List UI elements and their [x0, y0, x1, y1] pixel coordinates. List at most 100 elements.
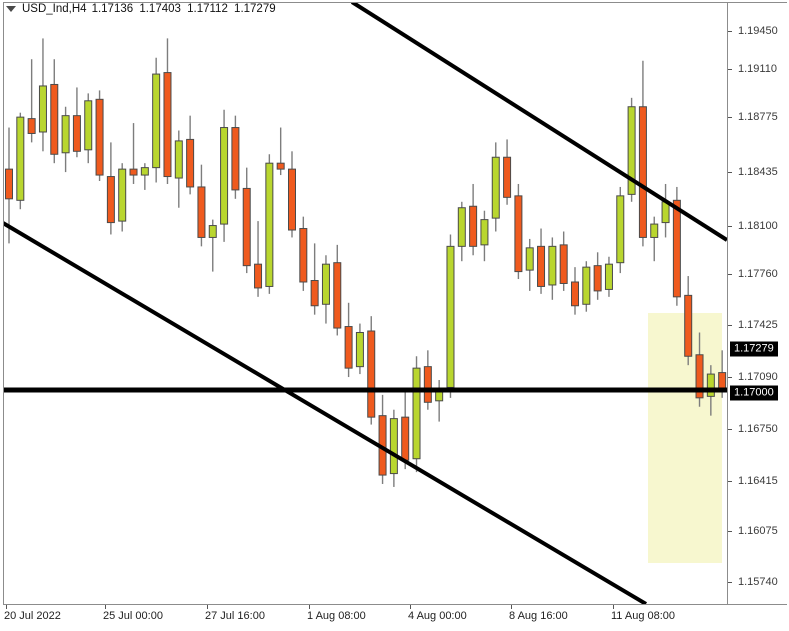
price-axis-line [727, 2, 728, 605]
candlestick[interactable] [140, 163, 149, 190]
candlestick[interactable] [254, 221, 263, 297]
candle-body-bearish [469, 205, 478, 247]
time-axis-label: 8 Aug 16:00 [509, 610, 568, 622]
candlestick[interactable] [231, 115, 240, 199]
candle-body-bullish [208, 225, 217, 238]
candlestick[interactable] [174, 130, 183, 208]
candlestick-svg [3, 2, 727, 604]
candlestick[interactable] [616, 186, 625, 274]
candlestick[interactable] [457, 201, 466, 262]
price-plot-area[interactable] [3, 2, 727, 604]
candlestick[interactable] [220, 109, 229, 242]
candlestick[interactable] [344, 302, 353, 378]
candlestick[interactable] [378, 394, 387, 484]
candlestick[interactable] [525, 238, 534, 291]
candle-body-bullish [582, 266, 591, 305]
candlestick[interactable] [582, 261, 591, 312]
candle-body-bearish [197, 186, 206, 238]
candlestick[interactable] [627, 97, 636, 202]
time-axis-label: 20 Jul 2022 [4, 610, 61, 622]
candlestick[interactable] [299, 216, 308, 291]
candlestick[interactable] [95, 90, 104, 182]
candle-body-bullish [38, 85, 47, 133]
time-axis-label: 4 Aug 00:00 [408, 610, 467, 622]
price-scale[interactable]: 1.19450 1.19110 1.18775 1.18435 1.18100 1.177… [728, 0, 789, 605]
last-price-badge[interactable]: 1.17279 [730, 341, 778, 357]
upper-channel-line[interactable] [350, 2, 727, 242]
time-axis-label: 11 Aug 08:00 [611, 610, 676, 622]
candlestick[interactable] [310, 243, 319, 315]
candlestick[interactable] [571, 267, 579, 315]
candle-body-bullish [412, 367, 421, 460]
candlestick[interactable] [638, 60, 647, 247]
price-tick [728, 226, 732, 227]
candlestick[interactable] [242, 167, 251, 274]
price-axis-label: 1.18100 [738, 220, 778, 232]
candlestick[interactable] [163, 38, 172, 184]
candlestick[interactable] [276, 127, 285, 176]
candlestick[interactable] [480, 210, 489, 262]
candlestick[interactable] [559, 231, 568, 291]
candlestick[interactable] [16, 112, 25, 210]
candlestick[interactable] [106, 142, 115, 235]
price-axis-label: 1.17760 [738, 268, 778, 280]
candle-body-bearish [186, 138, 195, 188]
candlestick[interactable] [118, 163, 127, 232]
candlestick[interactable] [5, 127, 13, 244]
candle-body-bullish [616, 195, 625, 264]
candlestick[interactable] [38, 38, 47, 152]
candlestick[interactable] [423, 350, 432, 410]
price-tick [728, 274, 732, 275]
candlestick[interactable] [435, 380, 444, 422]
candle-body-bullish [140, 167, 149, 176]
candle-body-bearish [344, 326, 353, 369]
lower-channel-line[interactable] [3, 221, 648, 604]
candlestick[interactable] [265, 154, 274, 294]
candlestick[interactable] [355, 323, 364, 375]
candlestick[interactable] [537, 228, 546, 294]
candlestick[interactable] [197, 164, 206, 247]
candlestick[interactable] [604, 256, 613, 297]
candlestick[interactable] [684, 276, 693, 366]
time-scale[interactable]: 20 Jul 2022 25 Jul 00:00 27 Jul 16:00 1 Aug… [0, 605, 789, 631]
candlestick[interactable] [27, 59, 36, 143]
candlestick[interactable] [469, 183, 478, 256]
candlestick[interactable] [129, 123, 138, 184]
candle-body-bullish [84, 100, 93, 151]
candle-body-bearish [242, 187, 251, 267]
price-level-badge[interactable]: 1.17000 [730, 385, 778, 401]
candlestick[interactable] [503, 139, 512, 205]
candlestick[interactable] [650, 216, 659, 262]
candlestick[interactable] [389, 409, 398, 487]
ohlc-close: 1.17279 [234, 3, 276, 15]
candlestick[interactable] [548, 237, 557, 300]
price-axis-label: 1.17090 [738, 371, 778, 383]
candlestick[interactable] [514, 183, 523, 280]
candle-body-bullish [220, 127, 229, 225]
candle-body-bullish [480, 219, 489, 246]
candlestick[interactable] [186, 115, 195, 195]
candlestick[interactable] [50, 59, 59, 164]
candlestick[interactable] [661, 183, 670, 238]
candle-body-bearish [672, 199, 681, 298]
candlestick[interactable] [367, 316, 376, 425]
candlestick[interactable] [321, 255, 330, 324]
candlestick[interactable] [412, 356, 421, 473]
candlestick[interactable] [72, 87, 81, 158]
candlestick[interactable] [84, 93, 93, 164]
chart-frame-left [3, 2, 4, 605]
price-tick [728, 172, 732, 173]
candlestick[interactable] [446, 234, 455, 398]
candlestick[interactable] [208, 219, 217, 272]
candlestick[interactable] [695, 332, 704, 407]
candle-body-bearish [638, 106, 647, 238]
candlestick[interactable] [288, 151, 296, 238]
candle-body-bearish [288, 168, 296, 231]
triangle-down-icon[interactable] [6, 6, 16, 12]
candlestick[interactable] [333, 244, 342, 336]
candlestick[interactable] [593, 252, 602, 300]
candlestick[interactable] [152, 57, 161, 183]
candle-body-bearish [593, 265, 602, 292]
candlestick[interactable] [61, 106, 70, 173]
candlestick[interactable] [491, 142, 500, 232]
